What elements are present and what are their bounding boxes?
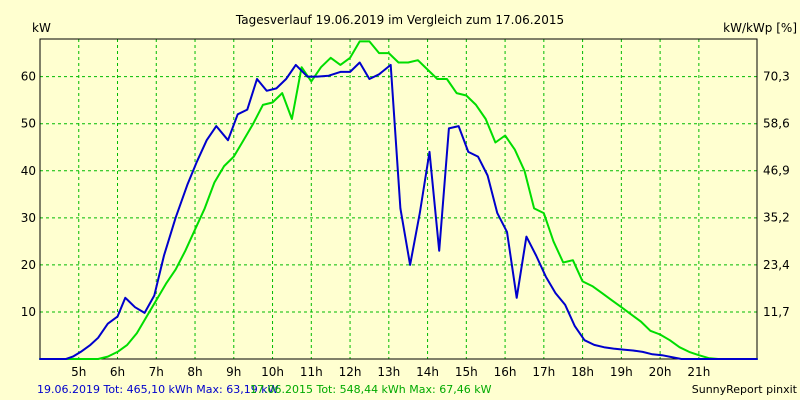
right-tick-label-70,3: 70,3: [763, 70, 790, 84]
x-tick-label-17h: 17h: [532, 365, 555, 379]
right-tick-label-46,9: 46,9: [763, 164, 790, 178]
x-tick-label-19h: 19h: [610, 365, 633, 379]
chart-title: Tagesverlauf 19.06.2019 im Vergleich zum…: [235, 13, 564, 27]
series2-summary: 17.06.2015 Tot: 548,44 kWh Max: 67,46 kW: [250, 383, 492, 396]
grid-lines: [40, 39, 757, 359]
x-tick-label-15h: 15h: [455, 365, 478, 379]
left-tick-label-30: 30: [21, 211, 36, 225]
x-tick-label-14h: 14h: [416, 365, 439, 379]
credit-text: SunnyReport pinxit: [692, 383, 798, 396]
x-tick-label-10h: 10h: [261, 365, 284, 379]
x-tick-label-6h: 6h: [110, 365, 125, 379]
x-tick-label-21h: 21h: [687, 365, 710, 379]
right-tick-label-11,7: 11,7: [763, 305, 790, 319]
x-tick-label-8h: 8h: [187, 365, 202, 379]
series-layer: [39, 40, 758, 360]
left-tick-label-60: 60: [21, 70, 36, 84]
x-tick-label-13h: 13h: [377, 365, 400, 379]
left-axis-label: kW: [32, 21, 51, 35]
x-tick-label-18h: 18h: [571, 365, 594, 379]
x-tick-label-5h: 5h: [71, 365, 86, 379]
x-tick-label-12h: 12h: [339, 365, 362, 379]
x-tick-label-16h: 16h: [494, 365, 517, 379]
right-tick-label-58,6: 58,6: [763, 117, 790, 131]
series-line-2: [39, 40, 758, 360]
left-tick-label-20: 20: [21, 258, 36, 272]
series-line-1: [39, 61, 758, 360]
x-tick-label-20h: 20h: [649, 365, 672, 379]
right-tick-label-23,4: 23,4: [763, 258, 790, 272]
x-tick-label-9h: 9h: [226, 365, 241, 379]
plot-area-border: [39, 38, 758, 360]
right-axis-ticks: 11,7 23,4 35,2 46,9 58,6 70,3: [763, 70, 790, 319]
left-axis-ticks: 10 20 30 40 50 60: [21, 70, 36, 319]
x-tick-label-7h: 7h: [149, 365, 164, 379]
left-tick-label-50: 50: [21, 117, 36, 131]
series1-summary: 19.06.2019 Tot: 465,10 kWh Max: 63,19 kW: [37, 383, 279, 396]
right-axis-label: kW/kWp [%]: [723, 21, 797, 35]
x-tick-label-11h: 11h: [300, 365, 323, 379]
left-tick-label-40: 40: [21, 164, 36, 178]
right-tick-label-35,2: 35,2: [763, 211, 790, 225]
x-axis-ticks: 5h 6h 7h 8h 9h 10h 11h 12h 13h 14h 15h 16h 17h 18h 19h…: [71, 365, 710, 379]
left-tick-label-10: 10: [21, 305, 36, 319]
